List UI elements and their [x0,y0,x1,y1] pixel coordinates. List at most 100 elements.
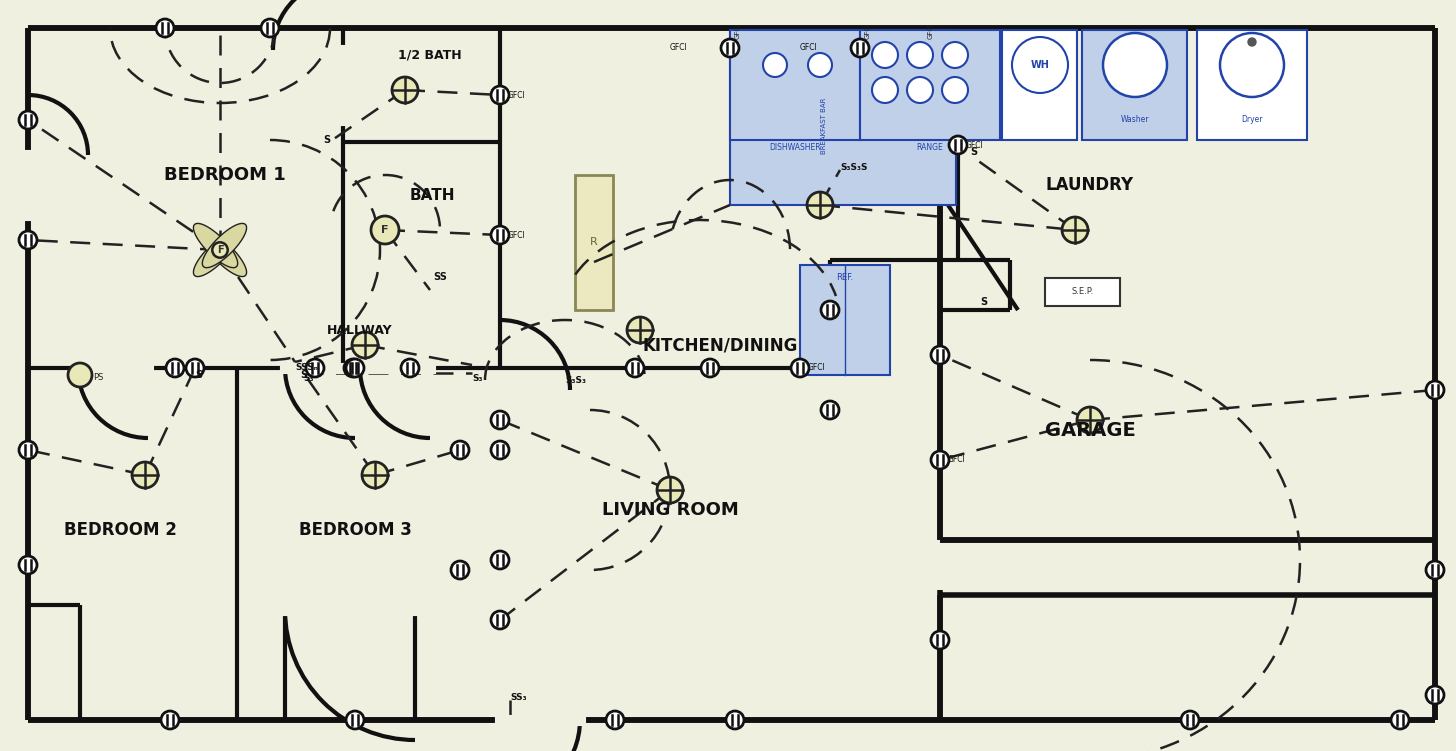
Text: BATH: BATH [409,188,454,203]
Bar [1045,278,1120,306]
Text: DISHWASHER: DISHWASHER [769,143,821,152]
Text: KITCHEN/DINING: KITCHEN/DINING [642,336,798,354]
Text: BEDROOM 2: BEDROOM 2 [64,521,176,539]
Text: R: R [590,237,598,247]
Circle shape [491,551,510,569]
Circle shape [850,39,869,57]
Text: REF.: REF. [836,273,853,282]
Circle shape [907,42,933,68]
Text: 1/2 BATH: 1/2 BATH [397,49,462,62]
Circle shape [363,462,387,488]
Polygon shape [194,224,237,267]
Circle shape [451,441,469,459]
Circle shape [451,561,469,579]
Circle shape [1425,561,1444,579]
Polygon shape [194,232,237,276]
Circle shape [872,42,898,68]
Circle shape [930,631,949,649]
Text: S₃: S₃ [472,374,482,383]
Circle shape [807,192,833,218]
Text: WH: WH [1031,60,1050,70]
Circle shape [347,711,364,729]
Circle shape [19,441,36,459]
Circle shape [186,359,204,377]
Bar [860,30,1000,140]
Text: BREAKFAST BAR: BREAKFAST BAR [821,98,827,154]
Circle shape [727,711,744,729]
Circle shape [1061,217,1088,243]
Circle shape [606,711,625,729]
Text: GARAGE: GARAGE [1044,421,1136,439]
Text: Dryer: Dryer [1242,115,1262,124]
Circle shape [949,136,967,154]
Circle shape [156,19,175,37]
Circle shape [872,77,898,103]
Circle shape [907,77,933,103]
Circle shape [700,359,719,377]
Text: BEDROOM 3: BEDROOM 3 [298,521,412,539]
Circle shape [491,441,510,459]
Circle shape [1390,711,1409,729]
Circle shape [1425,686,1444,704]
Text: GFCI: GFCI [808,363,826,372]
Text: GFCI: GFCI [865,23,871,39]
Circle shape [1012,37,1069,93]
Text: Washer: Washer [1121,115,1149,124]
Circle shape [344,359,363,377]
Circle shape [930,346,949,364]
Circle shape [1425,381,1444,399]
Circle shape [1248,38,1257,46]
Circle shape [942,42,968,68]
Circle shape [821,301,839,319]
Circle shape [347,359,364,377]
Circle shape [19,556,36,574]
Circle shape [491,226,510,244]
Text: S: S [970,147,977,157]
Circle shape [491,411,510,429]
Bar [729,30,957,205]
Circle shape [306,359,325,377]
Text: BEDROOM 1: BEDROOM 1 [165,166,285,184]
Circle shape [628,317,652,343]
Circle shape [1220,33,1284,97]
Circle shape [162,711,179,729]
Circle shape [68,363,92,387]
Circle shape [261,19,280,37]
Bar [1197,30,1307,140]
Circle shape [132,462,159,488]
Text: SS: SS [432,272,447,282]
Text: F: F [217,245,223,255]
Text: GFCI: GFCI [508,91,526,99]
Circle shape [352,332,379,358]
Circle shape [213,243,227,258]
Circle shape [166,359,183,377]
Circle shape [1181,711,1198,729]
Circle shape [392,77,418,103]
Circle shape [400,359,419,377]
Circle shape [491,86,510,104]
Text: RANGE: RANGE [917,143,943,152]
Text: S: S [300,370,307,380]
Circle shape [791,359,810,377]
Text: LIVING ROOM: LIVING ROOM [601,501,738,519]
Circle shape [821,401,839,419]
Text: F: F [381,225,389,235]
Circle shape [491,611,510,629]
Text: S: S [195,370,202,380]
Circle shape [808,53,831,77]
Bar [799,265,890,375]
Circle shape [721,39,740,57]
Text: S₃: S₃ [303,374,313,383]
Text: GFCI: GFCI [965,140,984,149]
Circle shape [942,77,968,103]
Text: S: S [980,297,987,307]
Text: S₃S₃: S₃S₃ [565,376,585,385]
Bar [1082,30,1187,140]
Text: GFCI: GFCI [508,231,526,240]
Text: GFCI: GFCI [799,44,818,53]
Text: HALLWAY: HALLWAY [328,324,393,336]
Bar [1002,30,1077,140]
Text: S.E.P.: S.E.P. [1072,288,1093,297]
Polygon shape [202,232,246,276]
Polygon shape [202,224,246,267]
